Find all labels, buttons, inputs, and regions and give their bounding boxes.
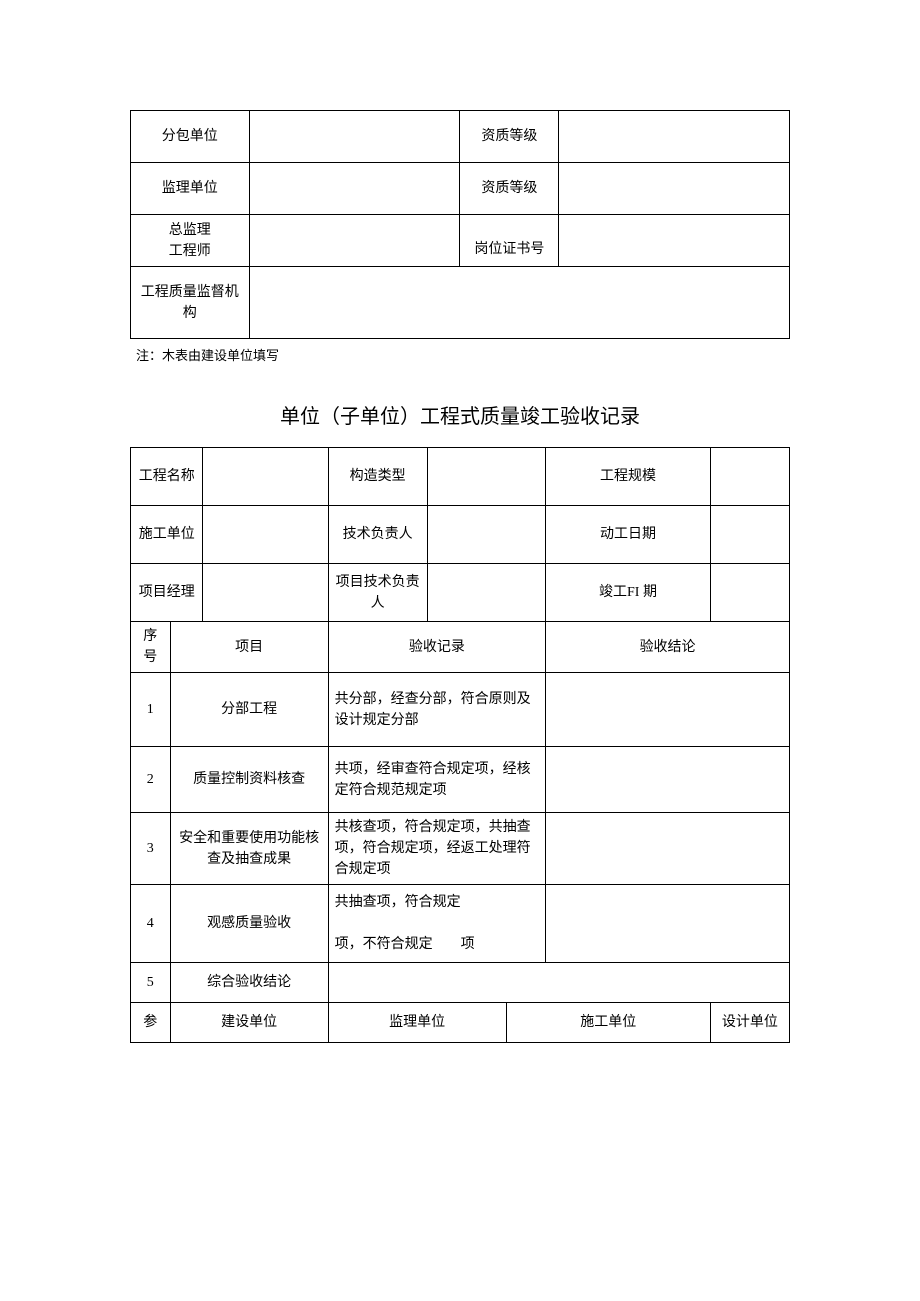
cell-no: 5 [131,963,171,1003]
cell-label: 施工单位 [506,1003,710,1043]
cell-label: 参 [131,1003,171,1043]
table-row: 项目经理 项目技术负责人 竣工FI 期 [131,564,790,622]
cell-header: 验收记录 [328,622,545,673]
table-row: 参 建设单位 监理单位 施工单位 设计单位 [131,1003,790,1043]
cell-header: 项目 [170,622,328,673]
table-row: 监理单位 资质等级 [131,163,790,215]
cell-value [249,163,460,215]
cell-label: 工程规模 [546,448,711,506]
table-row: 工程质量监督机构 [131,267,790,339]
cell-value [559,163,790,215]
cell-no: 1 [131,673,171,747]
cell-no: 3 [131,813,171,885]
cell-conclusion [546,885,790,963]
cell-label: 资质等级 [460,111,559,163]
cell-label: 构造类型 [328,448,427,506]
table-row: 5 综合验收结论 [131,963,790,1003]
cell-header: 序号 [131,622,171,673]
cell-label: 工程名称 [131,448,203,506]
cell-record: 共项，经审查符合规定项，经核定符合规范规定项 [328,747,545,813]
section-title: 单位（子单位）工程式质量竣工验收记录 [130,400,790,429]
main-table: 工程名称 构造类型 工程规模 施工单位 技术负责人 动工日期 项目经理 项目技术… [130,447,790,1043]
cell-label: 监理单位 [328,1003,506,1043]
cell-label: 项目技术负责人 [328,564,427,622]
cell-record: 共抽查项，符合规定 项，不符合规定 项 [328,885,545,963]
table-row: 总监理 工程师 岗位证书号 [131,215,790,267]
table-row: 施工单位 技术负责人 动工日期 [131,506,790,564]
cell-header: 验收结论 [546,622,790,673]
table-row: 工程名称 构造类型 工程规模 [131,448,790,506]
cell-label: 设计单位 [710,1003,789,1043]
cell-value [249,111,460,163]
cell-item: 质量控制资料核查 [170,747,328,813]
cell-value [427,506,546,564]
cell-conclusion [328,963,789,1003]
cell-label: 监理单位 [131,163,250,215]
table-row: 分包单位 资质等级 [131,111,790,163]
cell-value [203,506,328,564]
cell-value [427,564,546,622]
cell-value [249,267,789,339]
cell-item: 分部工程 [170,673,328,747]
cell-conclusion [546,747,790,813]
cell-label: 技术负责人 [328,506,427,564]
cell-item: 观感质量验收 [170,885,328,963]
cell-item: 安全和重要使用功能核查及抽查成果 [170,813,328,885]
cell-label: 竣工FI 期 [546,564,711,622]
cell-conclusion [546,813,790,885]
cell-label: 岗位证书号 [460,215,559,267]
cell-label: 动工日期 [546,506,711,564]
cell-record: 共分部，经查分部，符合原则及设计规定分部 [328,673,545,747]
cell-label: 工程质量监督机构 [131,267,250,339]
table-row: 序号 项目 验收记录 验收结论 [131,622,790,673]
cell-item: 综合验收结论 [170,963,328,1003]
cell-label: 施工单位 [131,506,203,564]
cell-value [710,564,789,622]
cell-conclusion [546,673,790,747]
cell-label: 建设单位 [170,1003,328,1043]
table-row: 1 分部工程 共分部，经查分部，符合原则及设计规定分部 [131,673,790,747]
cell-value [559,215,790,267]
cell-label: 资质等级 [460,163,559,215]
cell-value [249,215,460,267]
cell-value [710,506,789,564]
cell-value [203,448,328,506]
table-row: 4 观感质量验收 共抽查项，符合规定 项，不符合规定 项 [131,885,790,963]
cell-label: 分包单位 [131,111,250,163]
cell-label: 项目经理 [131,564,203,622]
cell-value [203,564,328,622]
note-text: 注：木表由建设单位填写 [136,345,790,364]
cell-label: 总监理 工程师 [131,215,250,267]
cell-no: 4 [131,885,171,963]
cell-value [559,111,790,163]
cell-record: 共核查项，符合规定项，共抽查项，符合规定项，经返工处理符合规定项 [328,813,545,885]
cell-value [710,448,789,506]
table-row: 2 质量控制资料核查 共项，经审查符合规定项，经核定符合规范规定项 [131,747,790,813]
table-row: 3 安全和重要使用功能核查及抽查成果 共核查项，符合规定项，共抽查项，符合规定项… [131,813,790,885]
cell-no: 2 [131,747,171,813]
top-table: 分包单位 资质等级 监理单位 资质等级 总监理 工程师 岗位证书号 工程质量监督… [130,110,790,339]
cell-value [427,448,546,506]
